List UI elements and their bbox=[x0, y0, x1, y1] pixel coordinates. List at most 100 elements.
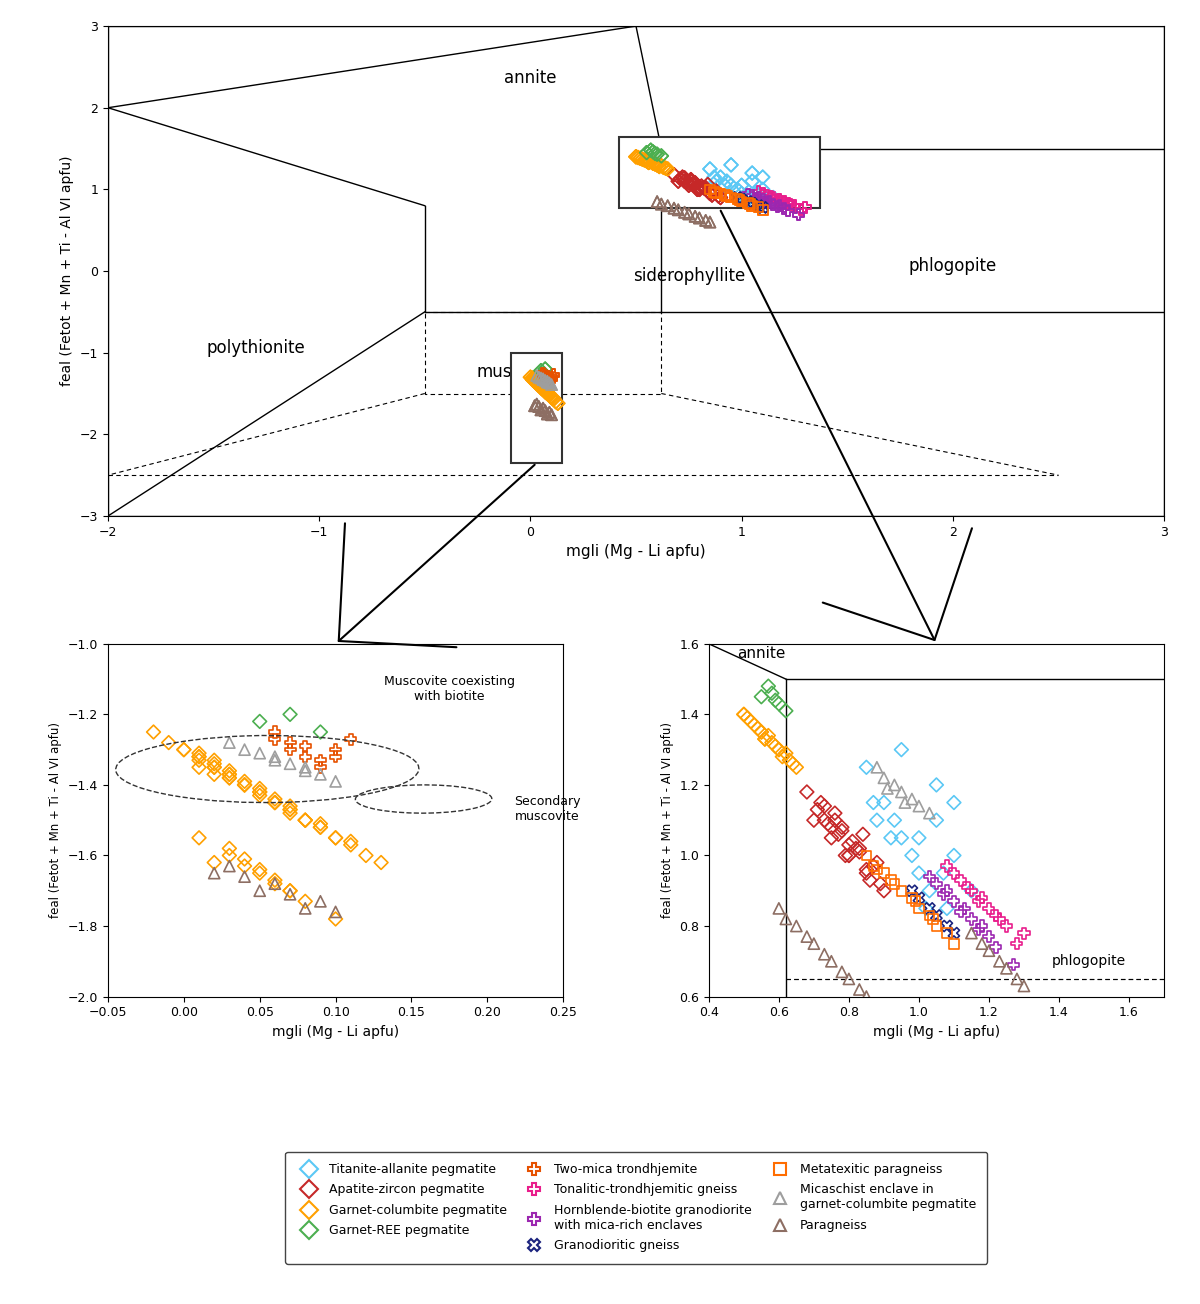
Point bbox=[534, 379, 553, 400]
Point bbox=[668, 200, 688, 220]
Point bbox=[538, 403, 557, 424]
Point bbox=[356, 845, 376, 866]
Point bbox=[523, 369, 542, 390]
Point bbox=[696, 210, 715, 231]
Point bbox=[546, 391, 565, 412]
Point bbox=[704, 181, 724, 202]
Point bbox=[341, 729, 360, 750]
Point bbox=[754, 200, 773, 220]
Point bbox=[868, 859, 887, 880]
Point bbox=[780, 194, 799, 215]
Point bbox=[679, 175, 698, 196]
Point bbox=[743, 185, 762, 206]
Point bbox=[707, 180, 726, 201]
Point bbox=[829, 824, 848, 845]
Point bbox=[701, 159, 720, 180]
Point bbox=[710, 167, 730, 188]
Point bbox=[542, 387, 562, 408]
Text: annite: annite bbox=[504, 69, 557, 87]
Point bbox=[656, 158, 676, 179]
Point bbox=[250, 863, 269, 884]
Point bbox=[884, 874, 904, 895]
Point bbox=[979, 898, 998, 919]
Point bbox=[235, 849, 254, 870]
Point bbox=[677, 172, 696, 193]
Point bbox=[527, 373, 546, 394]
Point bbox=[754, 197, 773, 218]
Point bbox=[743, 185, 762, 206]
Point bbox=[641, 151, 660, 172]
Point bbox=[629, 147, 648, 168]
Point bbox=[944, 891, 964, 911]
Point bbox=[174, 739, 193, 760]
Point bbox=[791, 200, 810, 220]
Point bbox=[822, 951, 841, 971]
Point bbox=[532, 377, 551, 398]
Point bbox=[962, 880, 982, 901]
Point bbox=[674, 167, 694, 188]
Point bbox=[815, 810, 834, 831]
Point bbox=[673, 167, 692, 188]
Point bbox=[704, 181, 724, 202]
Y-axis label: feal (Fetot + Mn + Ti - Al VI apfu): feal (Fetot + Mn + Ti - Al VI apfu) bbox=[660, 722, 673, 918]
Point bbox=[754, 183, 773, 203]
Point bbox=[944, 845, 964, 866]
Point bbox=[884, 775, 904, 795]
Point bbox=[727, 189, 746, 210]
Point bbox=[532, 399, 551, 420]
Point bbox=[746, 183, 766, 203]
Text: siderophyllite: siderophyllite bbox=[632, 267, 745, 284]
Point bbox=[534, 369, 553, 390]
Point bbox=[535, 365, 554, 386]
Point bbox=[220, 732, 239, 752]
Point bbox=[538, 370, 557, 391]
Point bbox=[774, 198, 793, 219]
Point bbox=[757, 192, 776, 213]
Point bbox=[754, 189, 773, 210]
Point bbox=[535, 400, 554, 421]
Point bbox=[944, 863, 964, 884]
Point bbox=[754, 167, 773, 188]
Point bbox=[785, 196, 804, 216]
Point bbox=[235, 739, 254, 760]
Point bbox=[637, 150, 656, 171]
Point bbox=[534, 379, 553, 400]
Point bbox=[740, 194, 760, 215]
Point bbox=[715, 175, 734, 196]
Point bbox=[635, 150, 654, 171]
Point bbox=[749, 197, 768, 218]
Point bbox=[962, 909, 982, 930]
Point bbox=[850, 838, 869, 859]
Point bbox=[721, 154, 740, 175]
Point bbox=[529, 376, 548, 396]
Point bbox=[652, 146, 671, 167]
Point bbox=[875, 768, 894, 789]
Point bbox=[972, 887, 991, 908]
Point bbox=[637, 142, 656, 163]
Point bbox=[532, 376, 551, 396]
Point bbox=[534, 378, 553, 399]
Point bbox=[542, 404, 562, 425]
Point bbox=[626, 146, 646, 167]
Point bbox=[926, 775, 946, 795]
Point bbox=[235, 775, 254, 795]
Point bbox=[540, 385, 559, 406]
Point bbox=[540, 373, 559, 394]
Point bbox=[704, 167, 724, 188]
Point bbox=[160, 732, 179, 752]
Point bbox=[742, 711, 761, 732]
Point bbox=[535, 379, 554, 400]
Point bbox=[632, 149, 652, 170]
Point bbox=[265, 874, 284, 895]
Text: phlogopite: phlogopite bbox=[908, 257, 997, 275]
Point bbox=[205, 863, 224, 884]
Point bbox=[1032, 994, 1051, 1015]
Point bbox=[523, 369, 542, 390]
Point bbox=[926, 874, 946, 895]
Point bbox=[529, 376, 548, 396]
Point bbox=[532, 377, 551, 398]
Point bbox=[548, 393, 568, 413]
Point bbox=[265, 721, 284, 742]
Point bbox=[534, 363, 553, 383]
Point bbox=[763, 186, 782, 207]
